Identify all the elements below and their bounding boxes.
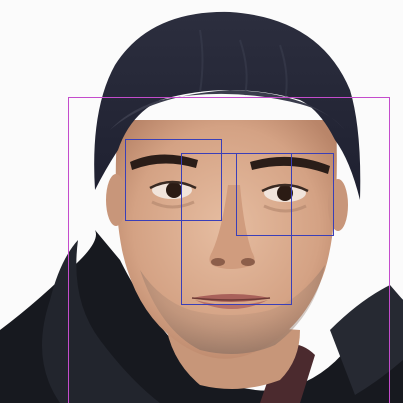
nose bbox=[209, 185, 255, 269]
beanie-fold bbox=[110, 90, 345, 130]
jacket-collar-right bbox=[330, 285, 403, 395]
jacket-collar-left bbox=[42, 240, 160, 403]
right-eyebrow bbox=[250, 156, 330, 174]
stubble bbox=[140, 265, 325, 354]
right-ear bbox=[328, 179, 348, 231]
lower-lip bbox=[195, 300, 268, 309]
right-iris bbox=[277, 185, 293, 201]
left-ear bbox=[106, 174, 126, 226]
shirt-collar bbox=[260, 343, 315, 403]
left-iris bbox=[166, 182, 182, 198]
beanie bbox=[94, 11, 361, 200]
